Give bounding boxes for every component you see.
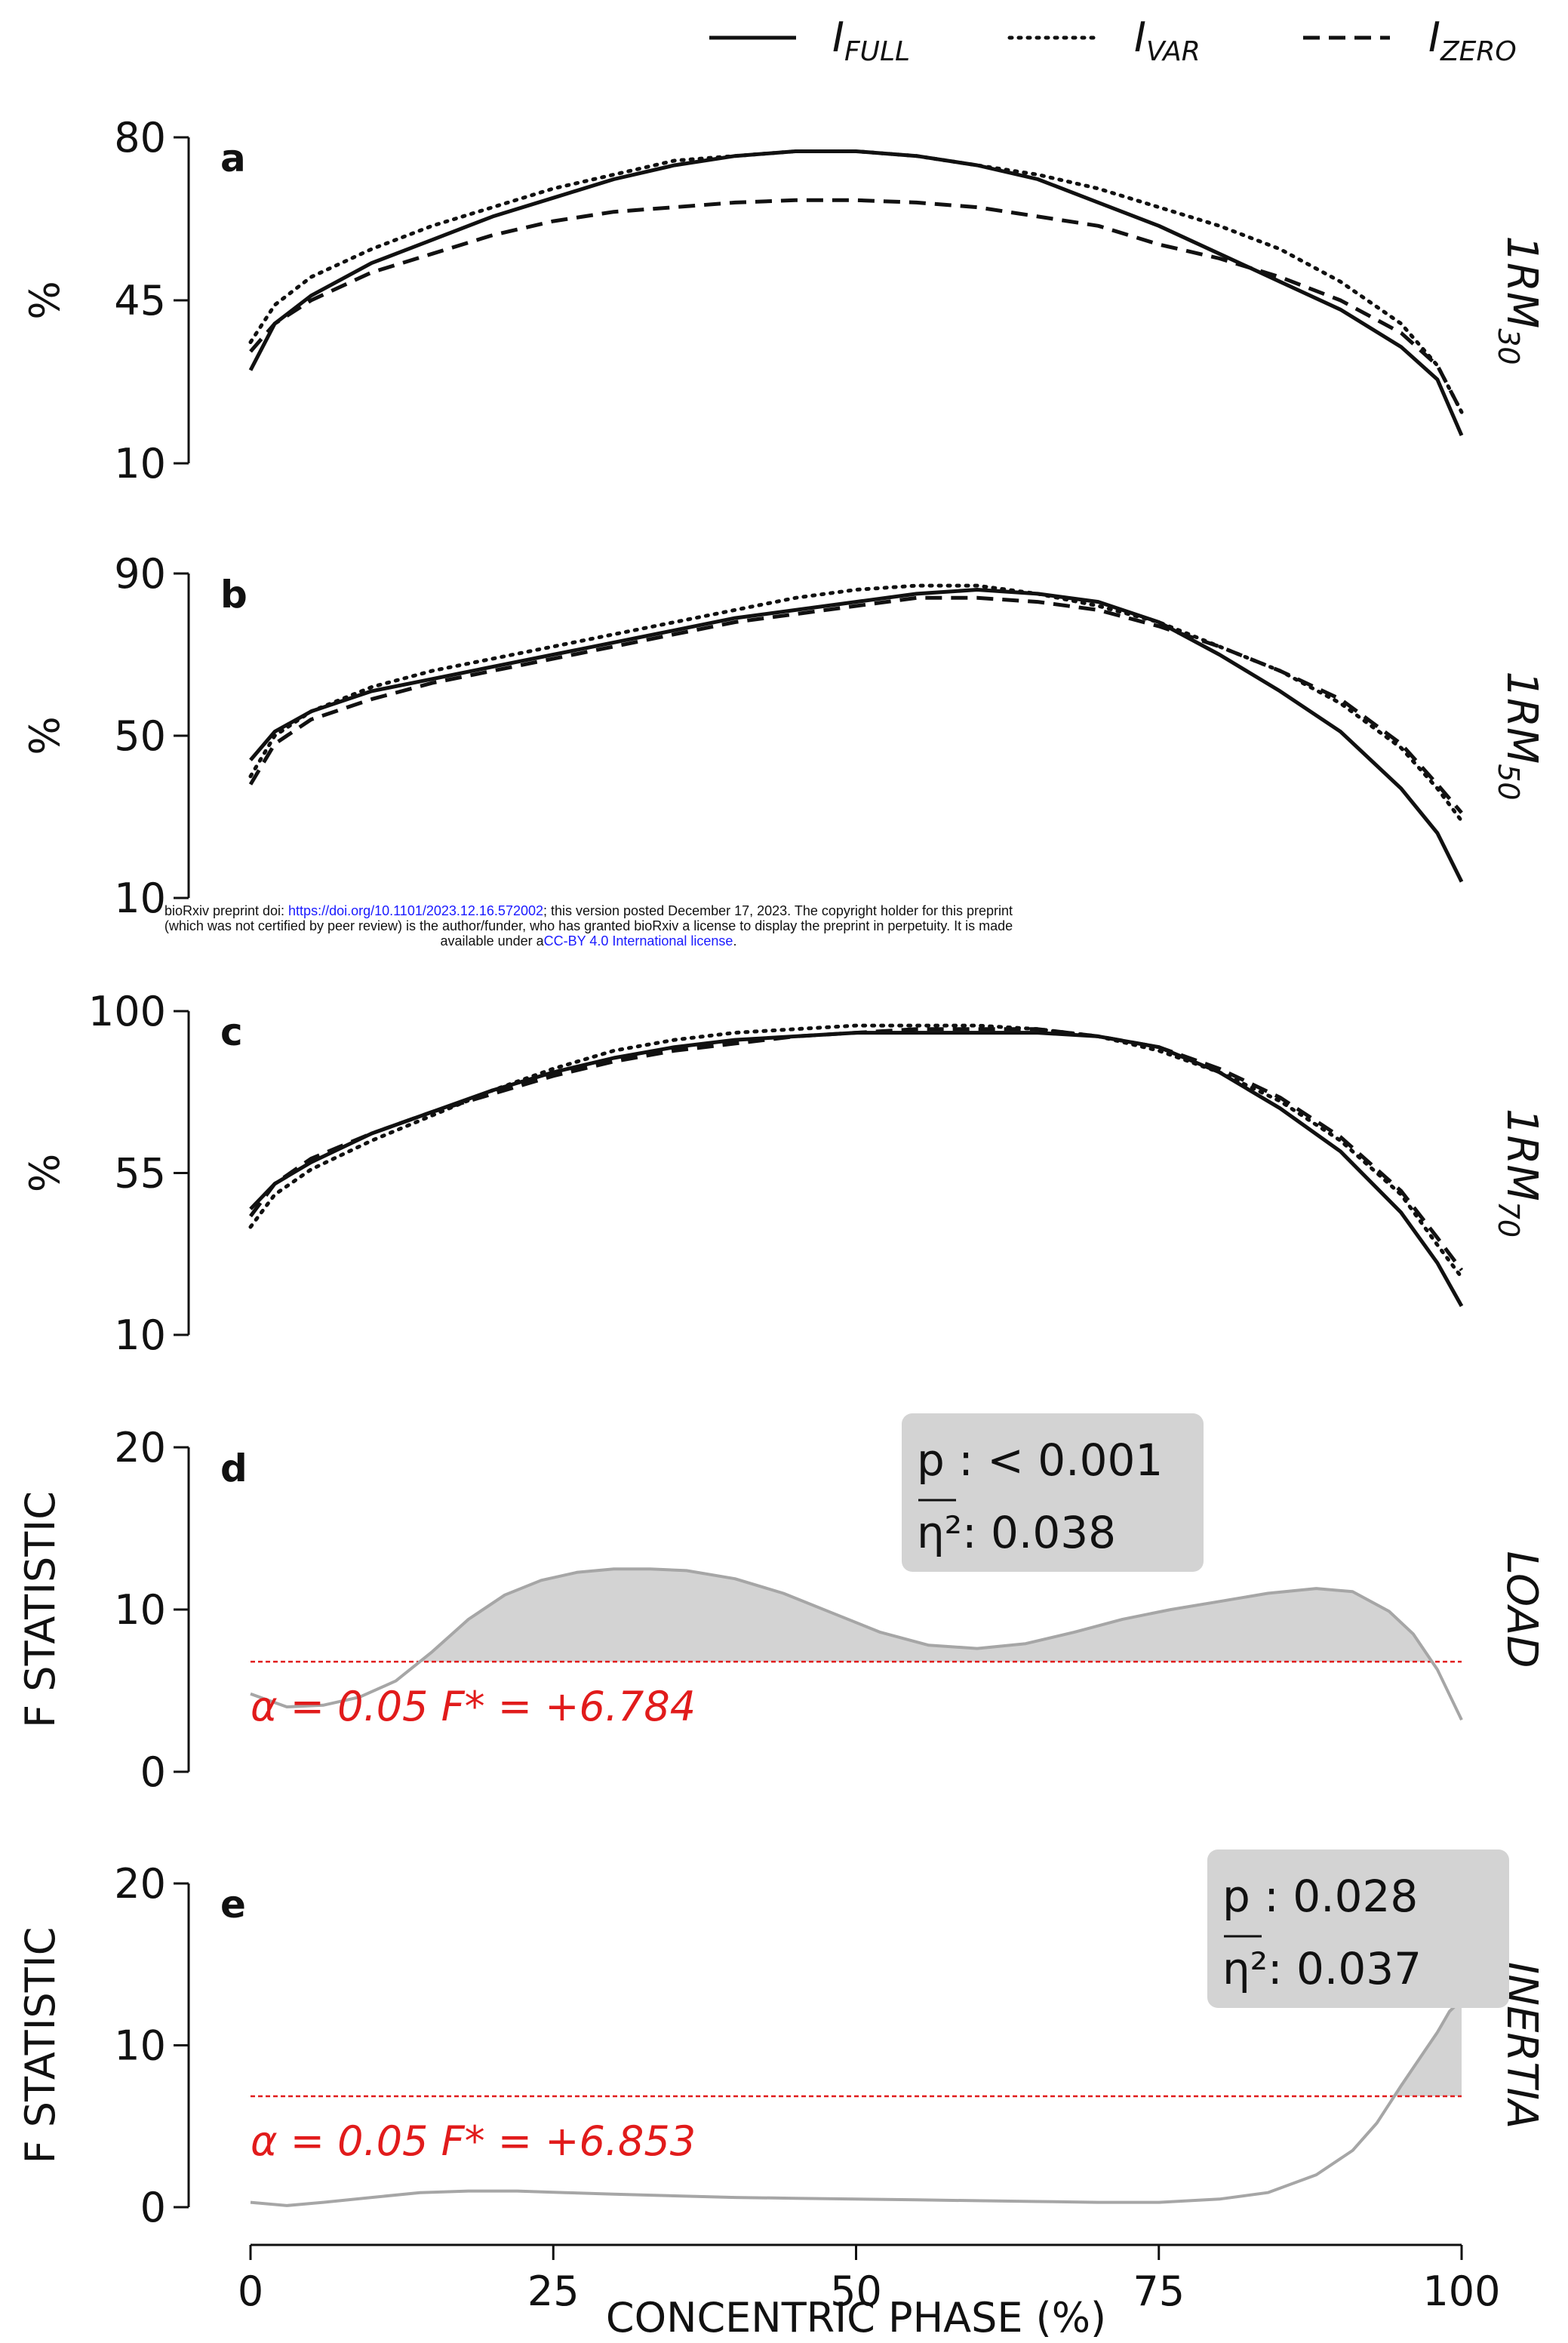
y-tick-label-d-0: 0 — [140, 1748, 166, 1796]
panel-a: 10 45 80% a 1RM30 — [21, 114, 1546, 487]
suprathreshold-area-d — [251, 1569, 1462, 1662]
panel-c: 10 55 100% c 1RM70 — [21, 988, 1546, 1359]
y-tick-label-a-10: 10 — [114, 440, 166, 487]
series-c-var — [248, 1023, 1464, 1280]
threshold-label-e: α = 0.05 F* = +6.853 — [251, 2117, 696, 2165]
series-b-full — [249, 588, 1464, 883]
x-tick-label-50: 50 — [830, 2268, 882, 2315]
y-tick-label-e-20: 20 — [114, 1860, 166, 1908]
y-tick-label-d-10: 10 — [114, 1586, 166, 1634]
x-axis-label: CONCENTRIC PHASE (%) — [606, 2294, 1106, 2341]
series-c-full — [249, 1031, 1464, 1308]
y-axis-label-c: % — [21, 1154, 69, 1192]
y-axis-label-e: F STATISTIC — [17, 1927, 64, 2164]
x-tick-label-0: 0 — [238, 2268, 263, 2315]
series-b-var — [248, 583, 1464, 823]
y-tick-label-c-10: 10 — [114, 1311, 166, 1359]
f-curve-e — [250, 1998, 1463, 2207]
notice-line-3: available under aCC-BY 4.0 International… — [45, 933, 1132, 949]
x-tick-label-100: 100 — [1422, 2268, 1500, 2315]
row-label-d: LOAD — [1497, 1551, 1546, 1668]
panel-letter-e: e — [220, 1883, 246, 1926]
y-tick-label-c-100: 100 — [88, 988, 166, 1035]
notice-line-3-b: . — [733, 933, 737, 949]
y-tick-label-d-20: 20 — [114, 1424, 166, 1471]
x-tick-label-75: 75 — [1133, 2268, 1185, 2315]
panel-letter-b: b — [220, 573, 247, 616]
stat-box-e — [1207, 1849, 1509, 2008]
y-tick-label-b-50: 50 — [114, 712, 166, 760]
y-axis-label-b: % — [21, 716, 69, 755]
x-tick-label-25: 25 — [527, 2268, 580, 2315]
panel-letter-c: c — [220, 1010, 243, 1054]
y-tick-label-c-55: 55 — [114, 1150, 166, 1198]
y-tick-label-b-90: 90 — [114, 550, 166, 598]
f-curve-d — [250, 1567, 1463, 1721]
series-b-zero — [248, 595, 1463, 814]
panel-d: 0 10 20 F STATISTIC d LOAD α = 0.05 F* = +6.78… — [17, 1413, 1546, 1796]
stat-p-e: p : 0.028 — [1222, 1871, 1418, 1922]
series-a-full — [248, 149, 1464, 436]
stat-box-d — [902, 1413, 1204, 1572]
row-label-b: 1RM50 — [1492, 671, 1546, 800]
notice-line-1-b: ; this version posted December 17, 2023.… — [543, 903, 1013, 918]
threshold-label-d: α = 0.05 F* = +6.784 — [251, 1683, 696, 1730]
notice-line-1-a: bioRxiv preprint doi: — [164, 903, 289, 918]
doi-link[interactable]: https://doi.org/10.1101/2023.12.16.57200… — [288, 903, 543, 918]
series-a-zero — [249, 198, 1464, 414]
series-a-var — [248, 149, 1464, 414]
panel-letter-d: d — [220, 1447, 247, 1490]
panel-letter-a: a — [220, 137, 246, 180]
row-label-a: 1RM30 — [1492, 235, 1546, 364]
preprint-notice: bioRxiv preprint doi: https://doi.org/10… — [45, 903, 1132, 949]
y-axis-label-a: % — [21, 281, 69, 319]
y-tick-label-a-45: 45 — [114, 277, 166, 324]
stat-p-d: p : < 0.001 — [917, 1434, 1163, 1486]
notice-line-1: bioRxiv preprint doi: https://doi.org/10… — [45, 903, 1132, 918]
suprathreshold-area-e — [251, 2000, 1462, 2096]
panels: 104580%a1RM30105090%b1RM501055100%c1RM70… — [17, 114, 1546, 2341]
legend-label-zero: IZERO — [1428, 14, 1517, 67]
license-link[interactable]: CC-BY 4.0 International license — [543, 933, 733, 949]
x-axis: 0 25 50 75 100 CONCENTRIC PHASE (%) — [238, 2243, 1501, 2341]
stat-eta-d: η²: 0.038 — [917, 1507, 1116, 1558]
row-label-c: 1RM70 — [1492, 1108, 1546, 1238]
notice-line-2: (which was not certified by peer review)… — [164, 918, 1013, 933]
y-tick-label-a-80: 80 — [114, 114, 166, 161]
panel-b: 10 50 90% b 1RM50 — [21, 550, 1546, 922]
legend-label-full: IFULL — [832, 14, 910, 67]
notice-line-3-a: available under a — [440, 933, 544, 949]
y-tick-label-e-0: 0 — [140, 2184, 166, 2231]
series-c-zero — [248, 1027, 1464, 1271]
y-tick-label-e-10: 10 — [114, 2022, 166, 2070]
legend-label-var: IVAR — [1134, 14, 1201, 67]
y-axis-label-d: F STATISTIC — [17, 1491, 64, 1728]
y-tick-label-b-10: 10 — [114, 875, 166, 922]
legend: IFULL IVAR IZERO — [709, 14, 1517, 67]
stat-eta-e: η²: 0.037 — [1222, 1943, 1422, 1994]
